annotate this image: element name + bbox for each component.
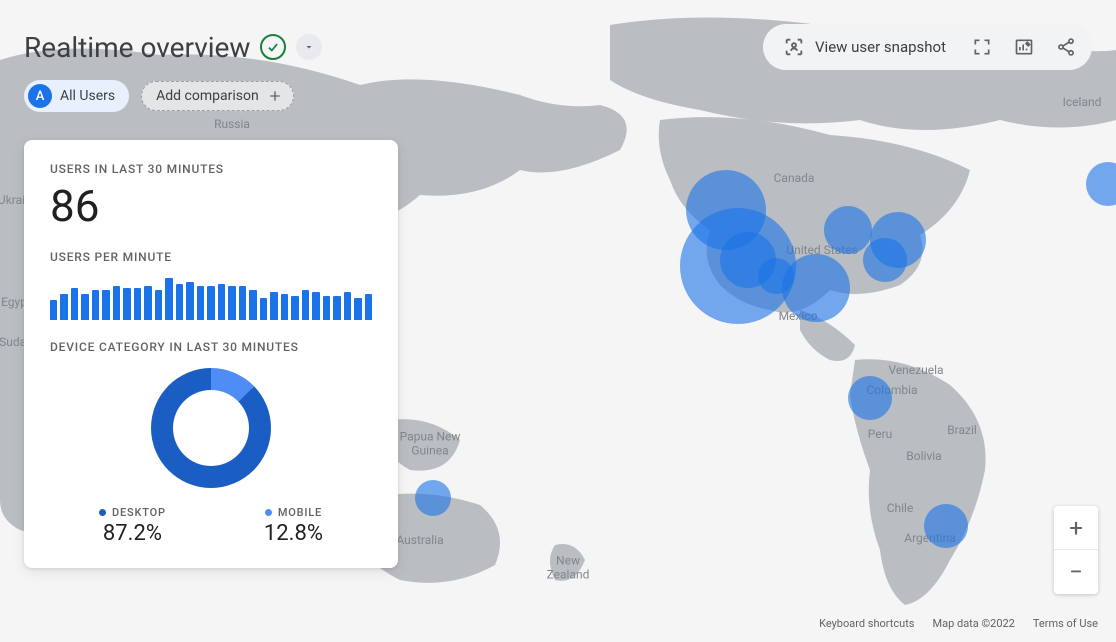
- legend-mobile: MOBILE 12.8%: [264, 506, 323, 546]
- realtime-card: USERS IN LAST 30 MINUTES 86 USERS PER MI…: [24, 140, 398, 568]
- segment-all-users[interactable]: A All Users: [24, 80, 129, 112]
- map-bubble[interactable]: [848, 376, 892, 420]
- bar: [165, 278, 172, 320]
- bar: [155, 290, 162, 320]
- fullscreen-button[interactable]: [964, 29, 1000, 65]
- status-check-icon: [260, 34, 286, 60]
- plus-icon: [267, 88, 283, 104]
- bar: [113, 286, 120, 320]
- bar: [281, 294, 288, 320]
- bar: [102, 290, 109, 320]
- device-label: DEVICE CATEGORY IN LAST 30 MINUTES: [50, 340, 372, 354]
- bar: [344, 292, 351, 320]
- device-donut-chart: [151, 368, 271, 488]
- bar: [302, 290, 309, 320]
- bar: [144, 286, 151, 320]
- title-dropdown[interactable]: [296, 34, 322, 60]
- edit-chart-icon: [1014, 37, 1034, 57]
- map-bubble[interactable]: [415, 480, 451, 516]
- bar: [333, 296, 340, 320]
- bar: [312, 292, 319, 320]
- bar: [134, 288, 141, 320]
- bar: [71, 288, 78, 320]
- map-bubble[interactable]: [870, 212, 926, 268]
- map-data-label: Map data ©2022: [933, 617, 1015, 630]
- legend-desktop-label: DESKTOP: [112, 506, 166, 519]
- header-actions: View user snapshot: [763, 24, 1092, 70]
- bar: [81, 294, 88, 320]
- bar: [228, 286, 235, 320]
- bar: [123, 288, 130, 320]
- legend-desktop: DESKTOP 87.2%: [99, 506, 166, 546]
- snapshot-icon: [783, 36, 805, 58]
- users30-label: USERS IN LAST 30 MINUTES: [50, 162, 372, 176]
- map-attribution: Keyboard shortcuts Map data ©2022 Terms …: [819, 617, 1098, 630]
- keyboard-shortcuts-link[interactable]: Keyboard shortcuts: [819, 617, 914, 630]
- bar: [207, 286, 214, 320]
- page-title: Realtime overview: [24, 31, 250, 64]
- users30-value: 86: [50, 180, 372, 232]
- snapshot-label: View user snapshot: [815, 38, 946, 56]
- view-snapshot-button[interactable]: View user snapshot: [771, 28, 958, 66]
- users-per-minute-chart: [50, 274, 372, 320]
- zoom-in-button[interactable]: +: [1054, 506, 1098, 550]
- bar: [186, 282, 193, 320]
- segment-badge: A: [28, 84, 52, 108]
- map-bubble[interactable]: [924, 504, 968, 548]
- map-bubble[interactable]: [824, 206, 872, 254]
- bar: [323, 296, 330, 320]
- bar: [176, 284, 183, 320]
- map-bubble[interactable]: [782, 254, 850, 322]
- bar: [92, 290, 99, 320]
- share-icon: [1056, 37, 1076, 57]
- zoom-controls: + −: [1054, 506, 1098, 594]
- bar: [239, 286, 246, 320]
- upm-label: USERS PER MINUTE: [50, 250, 372, 264]
- segment-label: All Users: [60, 88, 115, 104]
- share-button[interactable]: [1048, 29, 1084, 65]
- bar: [365, 294, 372, 320]
- legend-mobile-value: 12.8%: [264, 521, 323, 546]
- add-comparison-label: Add comparison: [156, 88, 259, 104]
- bar: [60, 294, 67, 320]
- bar: [50, 300, 57, 320]
- bar: [197, 286, 204, 320]
- fullscreen-icon: [972, 37, 992, 57]
- bar: [270, 292, 277, 320]
- legend-desktop-value: 87.2%: [99, 521, 166, 546]
- zoom-out-button[interactable]: −: [1054, 550, 1098, 594]
- bar: [354, 298, 361, 320]
- legend-mobile-label: MOBILE: [278, 506, 322, 519]
- edit-button[interactable]: [1006, 29, 1042, 65]
- add-comparison-button[interactable]: Add comparison: [141, 81, 294, 111]
- bar: [249, 290, 256, 320]
- bar: [291, 296, 298, 320]
- bar: [218, 284, 225, 320]
- bar: [260, 298, 267, 320]
- terms-link[interactable]: Terms of Use: [1033, 617, 1098, 630]
